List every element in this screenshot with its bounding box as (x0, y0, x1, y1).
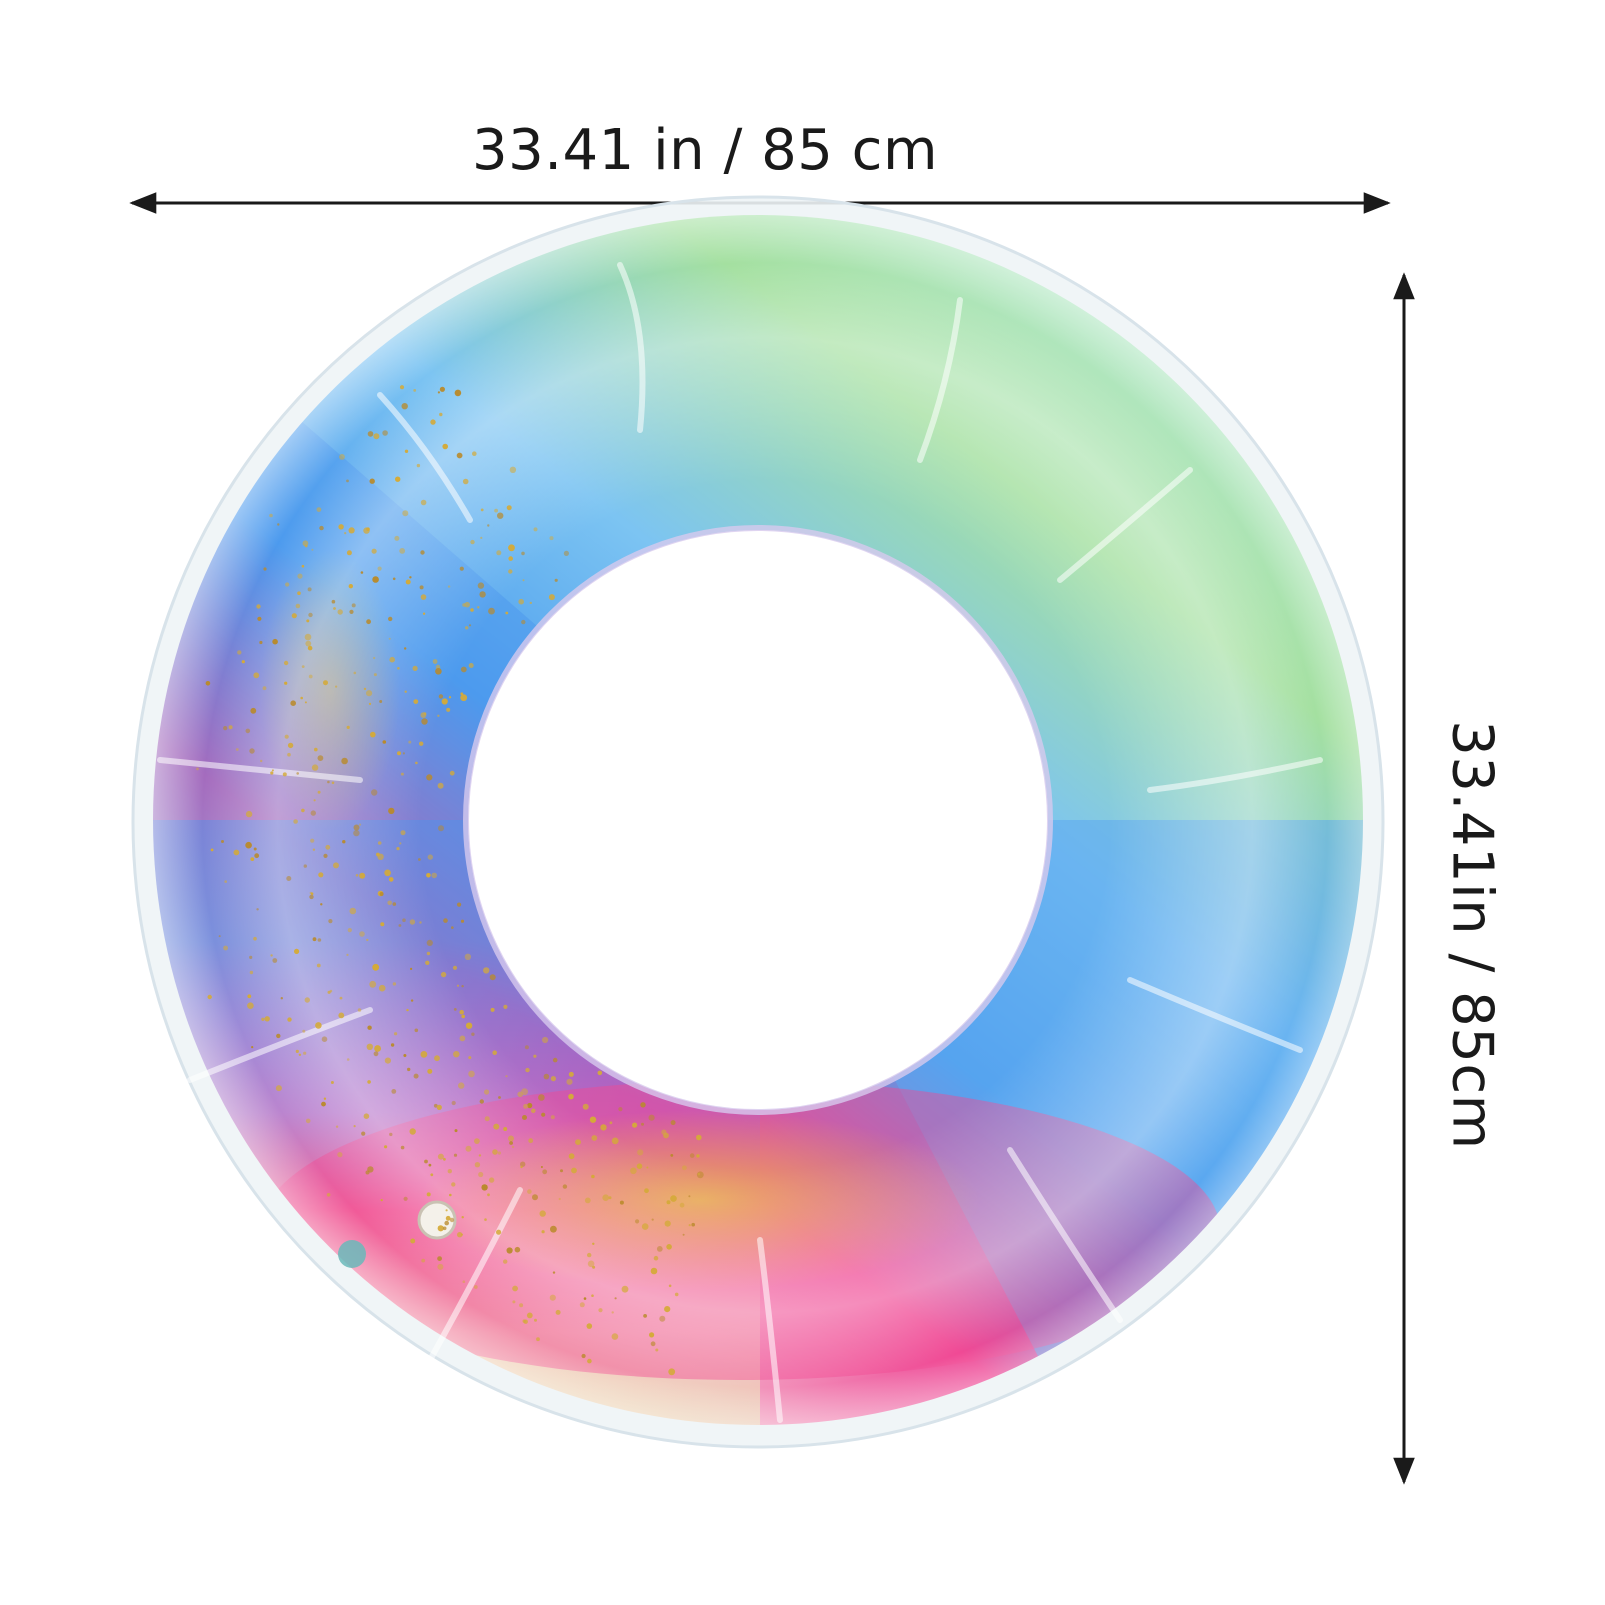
height-dimension-label: 33.41in / 85cm (1439, 720, 1505, 1150)
logo-badge (338, 1240, 366, 1268)
width-dimension-label: 33.41 in / 85 cm (471, 118, 939, 183)
glitter-specks (196, 385, 704, 1376)
swim-ring (131, 195, 1390, 1450)
